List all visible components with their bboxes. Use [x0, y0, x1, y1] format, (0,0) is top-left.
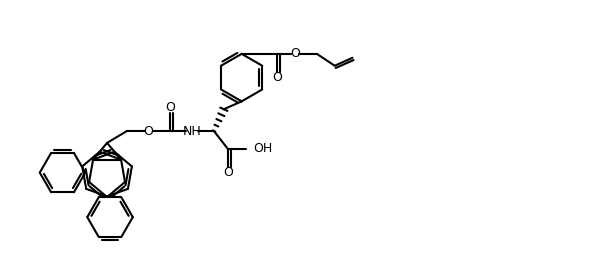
Text: O: O	[272, 71, 282, 84]
Text: O: O	[223, 166, 233, 179]
Text: O: O	[165, 101, 175, 114]
Text: O: O	[290, 47, 300, 60]
Text: NH: NH	[183, 125, 201, 137]
Text: OH: OH	[254, 142, 273, 155]
Text: O: O	[143, 125, 154, 137]
